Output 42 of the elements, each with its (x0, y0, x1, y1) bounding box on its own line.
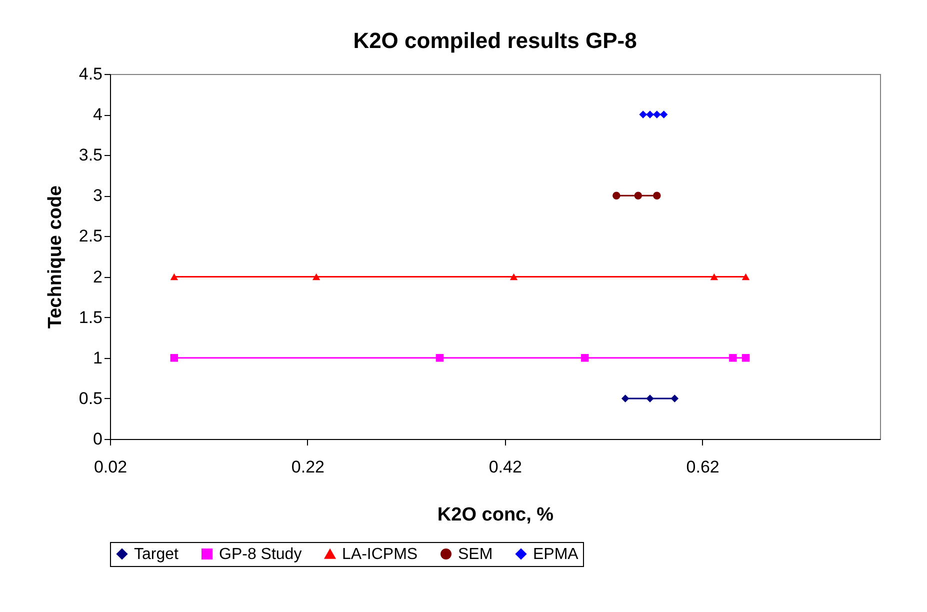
y-tick-label: 3 (93, 186, 102, 206)
y-tick-label: 1 (93, 348, 102, 368)
y-tick-label: 2.5 (78, 226, 102, 246)
point (621, 394, 630, 402)
y-tick-label: 0.5 (78, 388, 102, 408)
x-tick-label: 0.62 (686, 458, 720, 476)
point (436, 354, 444, 362)
y-tick-label: 2 (93, 267, 102, 286)
x-tick-label: 0.02 (94, 458, 128, 476)
point (612, 192, 620, 200)
point (646, 110, 654, 118)
legend-label: SEM (458, 546, 493, 563)
point (639, 110, 647, 118)
legend-label: EPMA (533, 546, 579, 563)
legend-label: Target (134, 546, 180, 563)
point (510, 273, 518, 280)
point (170, 273, 178, 280)
chart-title: K2O compiled results GP-8 (353, 28, 637, 53)
legend-label: LA-ICPMS (342, 546, 418, 563)
point (670, 394, 679, 402)
y-axis-title: Technique code (44, 185, 66, 329)
point (312, 273, 320, 280)
point (742, 273, 750, 280)
x-axis-title: K2O conc, % (437, 504, 554, 526)
point (634, 192, 642, 200)
point (580, 354, 589, 362)
x-tick-label: 0.42 (488, 458, 522, 476)
y-tick-label: 0 (93, 430, 102, 448)
legend-label: GP-8 Study (219, 546, 302, 563)
point (653, 192, 661, 200)
point (170, 354, 178, 362)
y-tick-label: 4 (93, 105, 102, 124)
x-tick-label: 0.22 (291, 458, 324, 476)
point (660, 110, 668, 118)
point (710, 273, 718, 280)
point (729, 354, 737, 362)
y-tick-label: 1.5 (78, 308, 102, 327)
y-tick-label: 4.5 (78, 64, 102, 84)
point (742, 354, 750, 362)
point (653, 110, 661, 118)
y-tick-label: 3.5 (78, 146, 102, 165)
point (646, 394, 654, 402)
